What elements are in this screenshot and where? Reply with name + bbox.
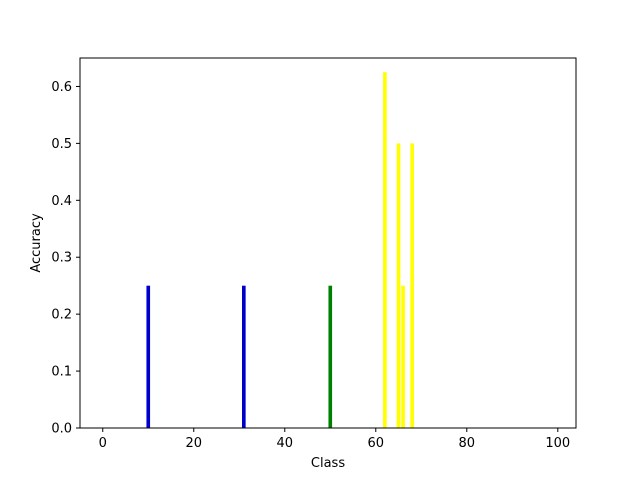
bar — [241, 285, 246, 428]
x-axis: 0 20 40 60 80 100 — [99, 428, 570, 451]
bar — [401, 285, 405, 428]
y-axis-label: Accuracy — [29, 213, 44, 273]
y-tick-label: 0.1 — [51, 365, 72, 380]
x-axis-label: Class — [311, 456, 345, 471]
y-tick-label: 0.4 — [51, 194, 72, 209]
y-tick-label: 0.5 — [51, 137, 72, 152]
bars-layer — [146, 72, 415, 428]
y-tick-label: 0.2 — [51, 308, 72, 323]
x-tick-label: 60 — [368, 436, 385, 451]
y-tick-label: 0.0 — [51, 422, 72, 437]
x-tick-label: 100 — [545, 436, 570, 451]
bar — [146, 285, 151, 428]
y-tick-label: 0.3 — [51, 251, 72, 266]
plot-frame — [79, 57, 577, 429]
y-axis: 0.0 0.1 0.2 0.3 0.4 0.5 0.6 — [51, 80, 80, 437]
x-tick-label: 40 — [276, 436, 293, 451]
x-tick-label: 80 — [459, 436, 476, 451]
x-tick-label: 20 — [185, 436, 202, 451]
y-tick-label: 0.6 — [51, 80, 72, 95]
bar — [410, 143, 415, 428]
bar — [396, 143, 401, 428]
bar — [328, 285, 333, 428]
bar — [383, 72, 387, 428]
x-tick-label: 0 — [99, 436, 107, 451]
